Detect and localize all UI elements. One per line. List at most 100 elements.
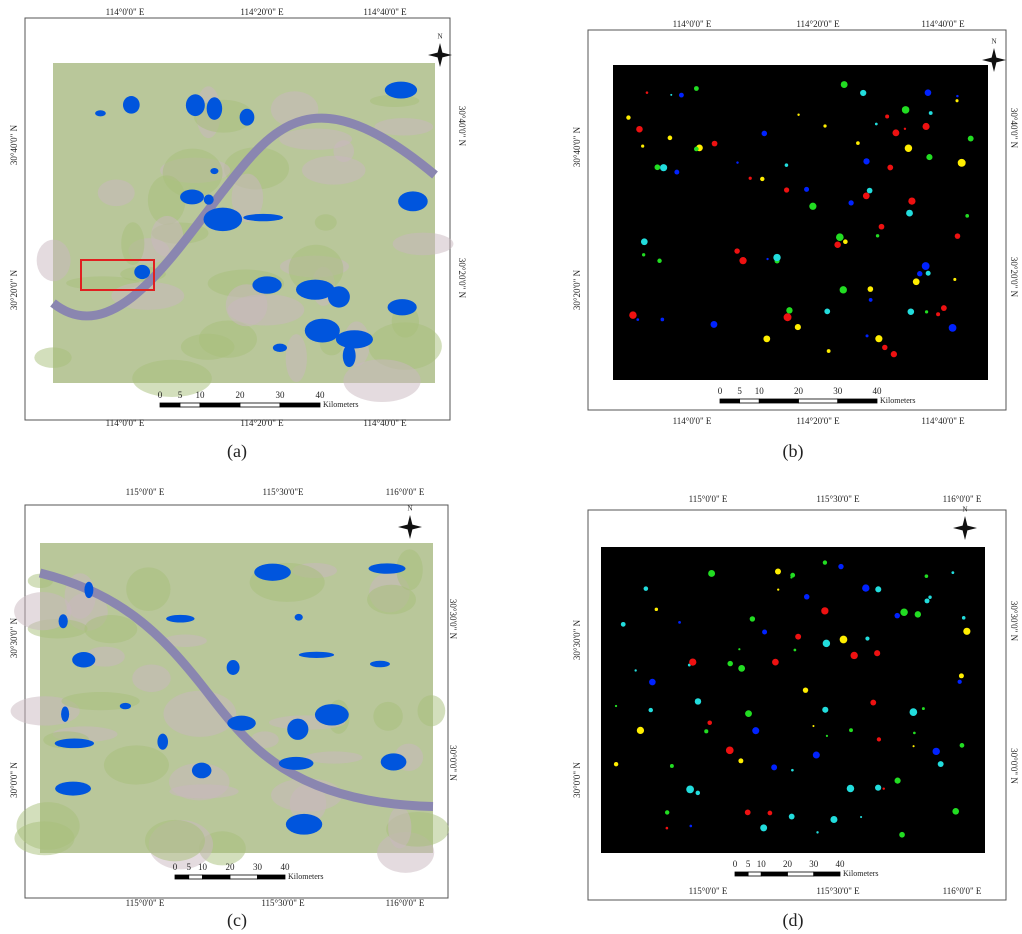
longitude-label: 114°40'0" E bbox=[921, 416, 965, 426]
lake-pixel bbox=[734, 248, 740, 254]
latitude-label: 30°0'0" N bbox=[572, 762, 582, 798]
lake bbox=[119, 702, 132, 710]
lake-pixel bbox=[643, 586, 649, 591]
scale-unit: Kilometers bbox=[843, 869, 879, 878]
terrain-patch bbox=[374, 118, 434, 136]
lake bbox=[342, 344, 356, 368]
lake-pixel bbox=[761, 130, 768, 137]
longitude-label: 114°0'0" E bbox=[106, 418, 145, 428]
latitude-label: 30°0'0" N bbox=[448, 745, 458, 781]
lake-pixel bbox=[936, 312, 941, 317]
lake-pixel bbox=[636, 125, 643, 133]
lake-pixel bbox=[707, 720, 712, 726]
longitude-label: 116°0'0" E bbox=[943, 494, 982, 504]
compass-label: N bbox=[991, 38, 996, 46]
scale-label: 20 bbox=[783, 859, 793, 869]
lake-pixel bbox=[760, 824, 768, 832]
lake-pixel bbox=[739, 257, 747, 265]
lake bbox=[387, 299, 417, 316]
lake bbox=[304, 318, 340, 343]
scale-segment bbox=[787, 871, 815, 877]
longitude-label: 115°30'0" E bbox=[816, 886, 860, 896]
compass-label: N bbox=[407, 505, 412, 513]
lake-pixel bbox=[783, 313, 792, 322]
scale-label: 40 bbox=[281, 862, 291, 872]
scale-label: 10 bbox=[198, 862, 208, 872]
lake-pixel bbox=[738, 758, 744, 764]
terrain-patch bbox=[305, 751, 363, 764]
latitude-label: 30°40'0" N bbox=[9, 124, 19, 165]
scale-segment bbox=[174, 874, 190, 880]
lake bbox=[285, 813, 323, 835]
lake-pixel bbox=[921, 262, 930, 270]
scale-label: 40 bbox=[836, 859, 846, 869]
lake-pixel bbox=[669, 763, 674, 768]
scale-label: 0 bbox=[733, 859, 738, 869]
lake-pixel bbox=[836, 233, 844, 242]
map-panel: N 115°0'0" E 115°30'0"E 116°0'0" E 115°0'0" … bbox=[9, 487, 458, 931]
lake-pixel bbox=[924, 598, 930, 604]
terrain-patch bbox=[14, 592, 72, 631]
lake-pixel bbox=[953, 277, 957, 281]
scale-label: 30 bbox=[276, 390, 286, 400]
lake-pixel bbox=[860, 89, 867, 97]
lake-pixel bbox=[791, 768, 794, 772]
lake-pixel bbox=[951, 571, 955, 575]
lake-pixel bbox=[812, 751, 820, 759]
terrain-patch bbox=[231, 173, 264, 223]
terrain-patch bbox=[126, 567, 171, 611]
lake-pixel bbox=[744, 809, 751, 816]
lake bbox=[380, 753, 407, 771]
lake-pixel bbox=[665, 826, 669, 830]
lake-pixel bbox=[748, 176, 752, 180]
lake-pixel bbox=[804, 186, 810, 192]
lake-pixel bbox=[865, 334, 869, 338]
scale-label: 0 bbox=[173, 862, 178, 872]
latitude-label: 30°40'0" N bbox=[457, 106, 467, 147]
lake-pixel bbox=[762, 629, 768, 635]
scale-segment bbox=[239, 402, 281, 408]
panel-label: (d) bbox=[783, 910, 804, 931]
scale-segment bbox=[159, 402, 181, 408]
lake bbox=[239, 108, 255, 126]
scale-label: 30 bbox=[833, 386, 843, 396]
scale-segment bbox=[798, 398, 839, 404]
lake-pixel bbox=[641, 253, 646, 257]
lake bbox=[226, 660, 240, 675]
lake bbox=[180, 189, 204, 205]
scale-segment bbox=[837, 398, 878, 404]
lake-pixel bbox=[689, 658, 697, 666]
lake-pixel bbox=[882, 344, 888, 351]
lake-pixel bbox=[790, 576, 793, 579]
lake-pixel bbox=[773, 253, 781, 262]
longitude-label: 114°40'0" E bbox=[363, 418, 407, 428]
terrain-patch bbox=[85, 646, 125, 667]
lake bbox=[61, 706, 70, 722]
lake bbox=[95, 110, 106, 117]
lake-pixel bbox=[875, 784, 882, 791]
lake-pixel bbox=[636, 318, 640, 321]
lake-pixel bbox=[875, 586, 882, 593]
lake-pixel bbox=[865, 636, 870, 641]
lake-pixel bbox=[834, 241, 841, 249]
lake-pixel bbox=[856, 141, 860, 145]
lake-pixel bbox=[917, 271, 923, 277]
lake-pixel bbox=[912, 745, 915, 748]
lake-pixel bbox=[963, 627, 971, 635]
lake-pixel bbox=[790, 572, 796, 578]
scale-segment bbox=[734, 871, 749, 877]
lake-pixel bbox=[788, 813, 795, 820]
lake-pixel bbox=[921, 707, 925, 711]
lake bbox=[58, 614, 68, 629]
lake-pixel bbox=[727, 660, 733, 667]
latitude-label: 30°20'0" N bbox=[457, 258, 467, 299]
panel-label: (b) bbox=[783, 441, 804, 462]
lake-pixel bbox=[809, 202, 817, 210]
lake-pixel bbox=[868, 298, 873, 302]
lake-pixel bbox=[641, 144, 645, 148]
lake-pixel bbox=[738, 648, 741, 651]
lake-pixel bbox=[894, 777, 901, 784]
terrain-patch bbox=[132, 359, 212, 398]
lake-pixel bbox=[937, 761, 944, 768]
